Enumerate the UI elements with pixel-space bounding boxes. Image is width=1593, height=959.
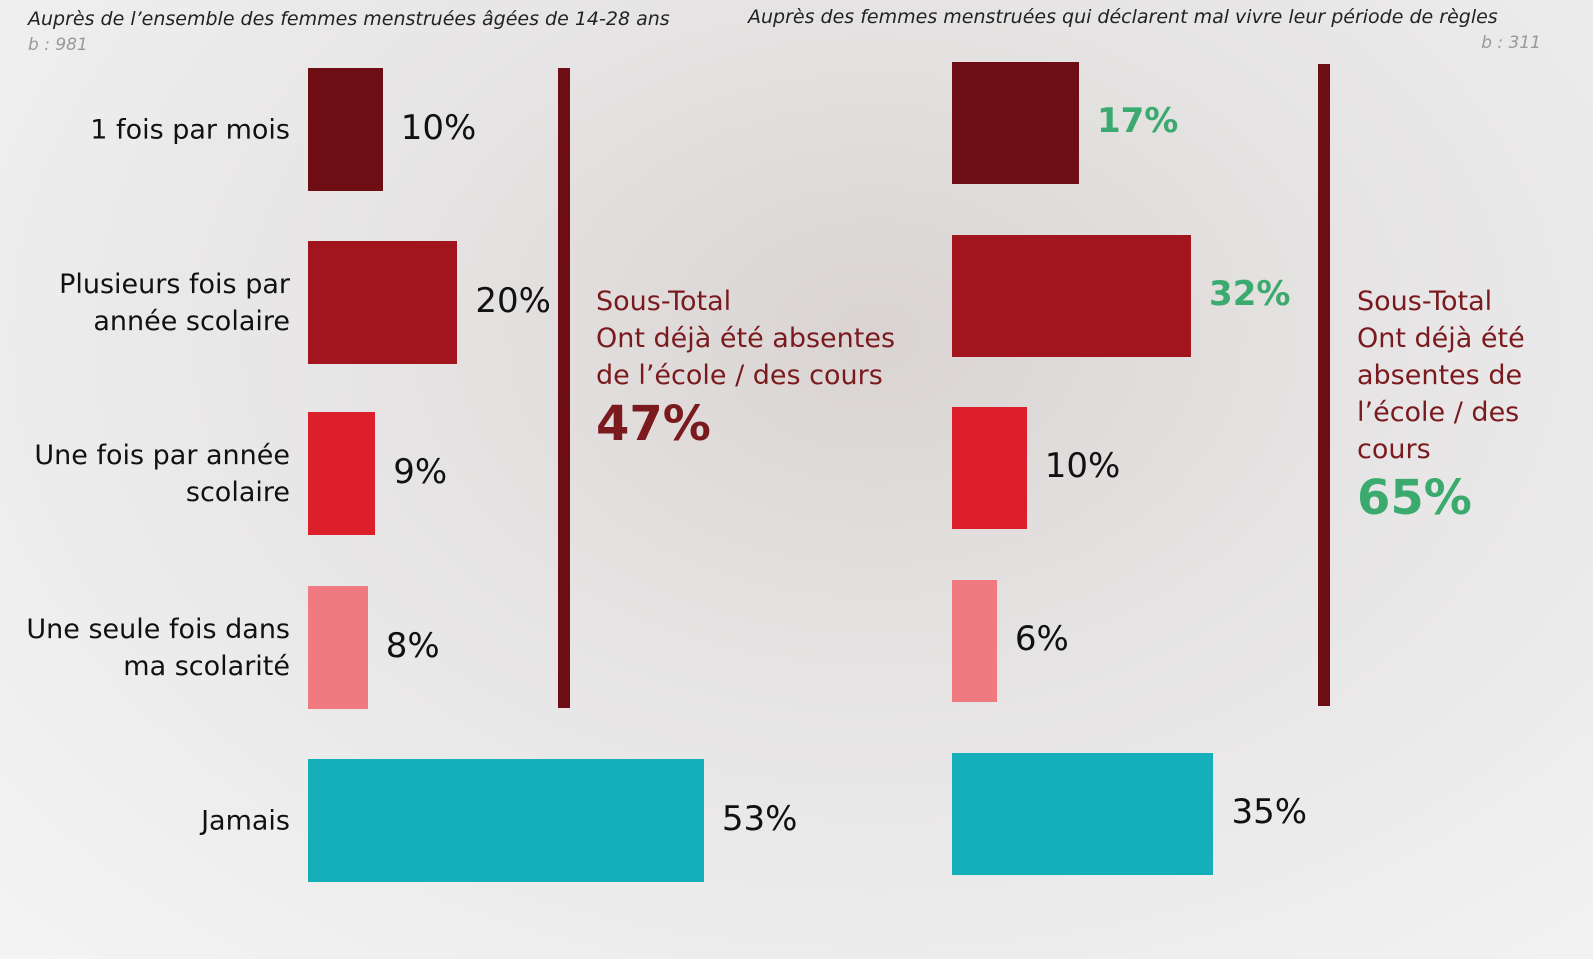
value-label: 10% xyxy=(401,108,477,148)
value-label: 53% xyxy=(722,799,798,839)
subtotal-title: Sous-Total xyxy=(596,283,906,320)
bar xyxy=(952,753,1213,875)
subtotal-value: 65% xyxy=(1357,468,1542,528)
subtotal-bracket xyxy=(1318,64,1330,706)
subtotal-text: Ont déjà été absentes de l’école / des c… xyxy=(1357,320,1542,468)
subtotal-title: Sous-Total xyxy=(1357,283,1542,320)
value-label: 35% xyxy=(1231,792,1307,832)
category-label: Une fois par année scolaire xyxy=(10,437,290,511)
bar xyxy=(952,235,1191,357)
bar xyxy=(308,759,704,882)
subtitle: Auprès des femmes menstruées qui déclare… xyxy=(748,6,1498,28)
bar xyxy=(308,241,457,364)
value-label: 10% xyxy=(1045,446,1121,486)
subtitle: Auprès de l’ensemble des femmes menstrué… xyxy=(28,8,670,30)
base-size: b : 311 xyxy=(1481,33,1541,53)
category-label: Jamais xyxy=(10,802,290,839)
bar xyxy=(952,580,997,702)
category-label: 1 fois par mois xyxy=(10,111,290,148)
value-label: 9% xyxy=(393,452,447,492)
subtotal-bracket xyxy=(558,68,570,708)
bar xyxy=(308,412,375,535)
bar xyxy=(308,68,383,191)
value-label: 20% xyxy=(475,281,551,321)
bar xyxy=(952,407,1027,529)
base-size: b : 981 xyxy=(28,35,88,55)
bar xyxy=(952,62,1079,184)
subtotal-value: 47% xyxy=(596,394,906,454)
value-label: 17% xyxy=(1097,101,1178,141)
bar xyxy=(308,586,368,709)
subtotal-text: Ont déjà été absentes de l’école / des c… xyxy=(596,320,906,394)
page: Auprès de l’ensemble des femmes menstrué… xyxy=(0,0,1593,959)
value-label: 6% xyxy=(1015,619,1069,659)
category-label: Une seule fois dans ma scolarité xyxy=(10,611,290,685)
value-label: 8% xyxy=(386,626,440,666)
value-label: 32% xyxy=(1209,274,1290,314)
category-label: Plusieurs fois par année scolaire xyxy=(10,266,290,340)
